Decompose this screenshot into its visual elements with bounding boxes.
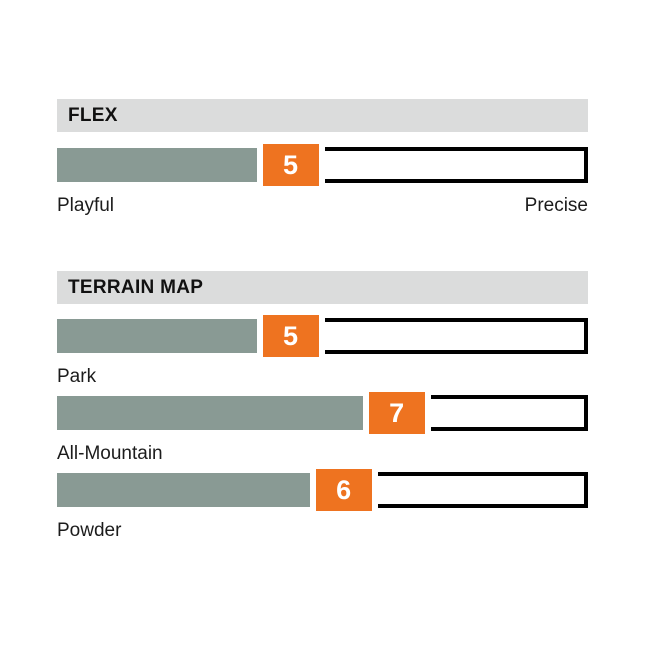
section-terrain-map: TERRAIN MAP 5 Park 7 All-Mountain 6 Powd… <box>57 271 588 544</box>
bar-fill <box>57 396 363 430</box>
bar-label-all-mountain: All-Mountain <box>57 443 163 464</box>
bar-fill <box>57 473 310 507</box>
bar-value-badge: 7 <box>368 392 425 434</box>
bar-remainder <box>324 147 588 183</box>
bar-fill <box>57 148 257 182</box>
bar-label-park: Park <box>57 366 97 387</box>
section-title-terrain-map: TERRAIN MAP <box>57 271 588 304</box>
scale-label-right: Precise <box>524 195 588 216</box>
bar-value-badge: 5 <box>262 315 319 357</box>
bar-label-powder: Powder <box>57 520 122 541</box>
bar-remainder <box>377 472 588 508</box>
bar-fill <box>57 319 257 353</box>
section-title-flex: FLEX <box>57 99 588 132</box>
rating-bar-flex: 5 <box>57 144 588 186</box>
rating-bar-all-mountain: 7 <box>57 392 588 434</box>
bar-remainder <box>324 318 588 354</box>
spec-panel: FLEX 5 Playful Precise TERRAIN MAP 5 Par… <box>57 99 588 546</box>
bar-value-badge: 6 <box>315 469 372 511</box>
rating-bar-park: 5 <box>57 315 588 357</box>
bar-value-badge: 5 <box>262 144 319 186</box>
scale-label-left: Playful <box>57 195 115 216</box>
bar-remainder <box>430 395 588 431</box>
flex-scale-labels: Playful Precise <box>57 193 588 219</box>
rating-bar-powder: 6 <box>57 469 588 511</box>
section-flex: FLEX 5 Playful Precise <box>57 99 588 219</box>
